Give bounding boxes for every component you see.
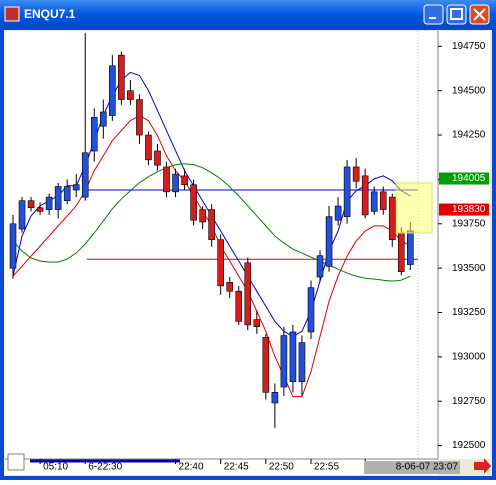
- candle-body: [109, 65, 116, 116]
- candle-body: [217, 239, 224, 287]
- candle-body: [325, 216, 333, 267]
- price-marker: [439, 203, 489, 216]
- candle-body: [190, 184, 197, 221]
- candle-body: [9, 223, 17, 269]
- time-axis: [5, 459, 438, 475]
- highlight-box: [395, 182, 433, 234]
- candle-body: [127, 90, 134, 100]
- x-tick-label: 22:40: [179, 462, 204, 473]
- window-title: ENQU7.1: [24, 7, 76, 21]
- candle-body: [136, 99, 143, 136]
- candle-body: [181, 175, 188, 186]
- candle-body: [18, 200, 26, 230]
- candle-body: [407, 230, 414, 265]
- candle-body: [36, 207, 44, 212]
- x-tick-label: 22:55: [314, 462, 339, 473]
- candle-body: [100, 111, 107, 127]
- scroll-right-arrow[interactable]: [474, 458, 491, 474]
- price-marker-label: 194005: [452, 173, 486, 184]
- candle-body: [298, 342, 306, 382]
- close-button[interactable]: [469, 4, 490, 25]
- y-tick-label: 193750: [452, 218, 486, 229]
- title-bar: [0, 0, 496, 28]
- candle-body: [280, 335, 288, 388]
- candle-body: [90, 116, 98, 152]
- candle-body: [172, 173, 179, 193]
- candle-body: [343, 166, 351, 217]
- candle-body: [361, 175, 369, 216]
- candle-body: [253, 319, 261, 327]
- candle-body: [370, 191, 378, 212]
- candle-body: [199, 209, 206, 223]
- y-tick-label: 194750: [452, 41, 486, 52]
- candle-body: [316, 255, 324, 278]
- candle-body: [262, 337, 270, 393]
- cursor-label: 8-06-07 23:07: [396, 462, 459, 473]
- y-tick-label: 194500: [452, 85, 486, 96]
- candle-body: [235, 290, 243, 322]
- y-tick-label: 193000: [452, 351, 486, 362]
- minimize-button[interactable]: [423, 4, 444, 25]
- candle-body: [63, 186, 71, 201]
- candle-body: [54, 186, 62, 210]
- candle-body: [154, 150, 161, 166]
- candle-body: [397, 232, 405, 272]
- y-tick-label: 193250: [452, 307, 486, 318]
- corner-button[interactable]: [7, 453, 25, 471]
- candle-body: [352, 166, 360, 182]
- candle-body: [271, 392, 279, 404]
- candle-body: [118, 54, 125, 100]
- indicator-line: [12, 163, 411, 282]
- candle-body: [226, 282, 234, 292]
- cursor-label-bg: [364, 461, 460, 474]
- maximize-button[interactable]: [446, 4, 467, 25]
- candle-body: [379, 191, 387, 210]
- candle-body: [388, 196, 396, 241]
- candle-body: [27, 200, 35, 209]
- candle-body: [163, 166, 170, 193]
- candle-body: [244, 262, 252, 326]
- y-tick-label: 193500: [452, 263, 486, 274]
- y-tick-label: 192750: [452, 396, 486, 407]
- x-tick-label: 6-22:30: [88, 462, 122, 473]
- x-tick-label: 05:10: [43, 462, 68, 473]
- price-axis: [438, 31, 490, 459]
- candle-body: [45, 196, 53, 210]
- candle-body: [208, 209, 215, 241]
- chart: 192500 192750 193000 193250 193500 193750 1940…: [9, 33, 489, 474]
- candle-body: [81, 152, 89, 198]
- x-tick-label: 22:50: [269, 462, 294, 473]
- candle-body: [334, 205, 342, 221]
- candle-body: [72, 184, 80, 191]
- candle-body: [289, 331, 297, 382]
- candle-body: [145, 134, 152, 161]
- y-tick-label: 192500: [452, 440, 486, 451]
- candle-body: [307, 287, 315, 333]
- x-tick-label: 22:45: [224, 462, 249, 473]
- price-marker: [439, 172, 489, 185]
- price-marker-label: 193830: [452, 204, 486, 215]
- y-tick-label: 194250: [452, 130, 486, 141]
- app-icon: [4, 6, 20, 22]
